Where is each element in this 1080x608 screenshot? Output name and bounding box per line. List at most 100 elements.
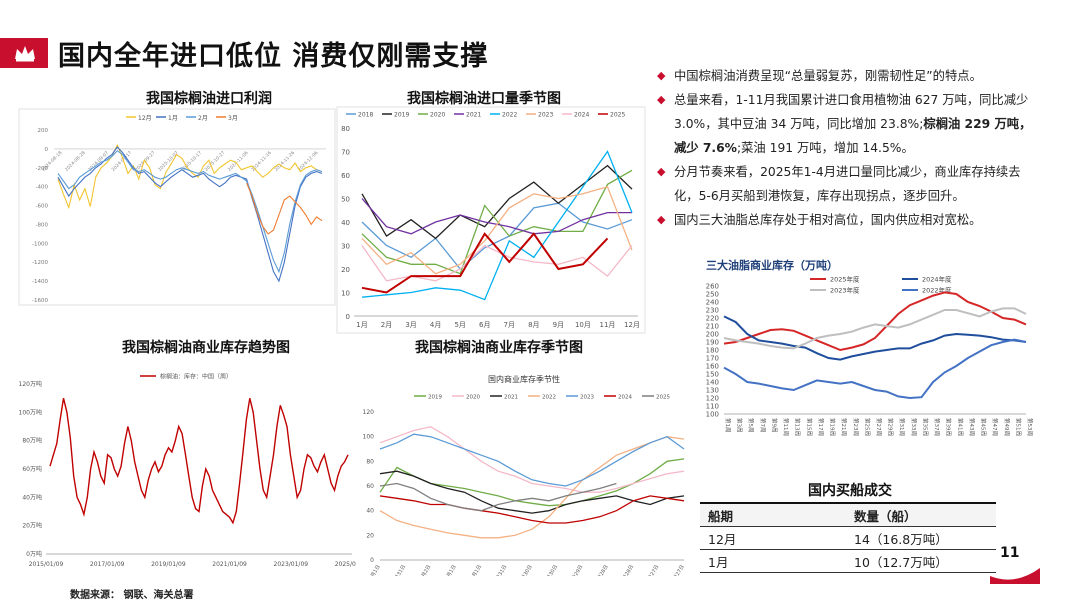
y-tick-label: 260 [706, 283, 719, 291]
x-tick-label: 5月 [454, 321, 465, 329]
y-tick-label: 240 [706, 299, 719, 307]
legend-label: 2025 [610, 112, 625, 119]
x-tick-label: 11月 [599, 321, 615, 329]
x-tick-label: 9月28日 [595, 564, 610, 576]
legend-label: 2019 [394, 112, 409, 119]
diamond-icon: ◆ [657, 213, 666, 226]
x-tick-label: 第15周 [805, 418, 813, 436]
inventory-trend-chart: 棕榈油：库存：中国（周） 0万吨 20万吨 40万吨 60万吨 80万吨 100万吨 120… [19, 373, 356, 569]
x-tick-label: 第39周 [945, 418, 953, 436]
y-tick-label: 140 [706, 379, 719, 387]
x-tick-label: 第3周 [736, 418, 744, 433]
brand-logo [0, 38, 48, 68]
x-tick-label: 1月31日 [392, 564, 407, 576]
x-tick-label: 1月 [356, 321, 367, 329]
x-tick-label: 12月 [624, 321, 640, 329]
bullet-item: ◆ 总量来看，1-11月我国累计进口食用植物油 627 万吨，同比减少 3.0%，… [655, 88, 1035, 160]
bullet-item: ◆ 分月节奏来看，2025年1-4月进口量同比减少，商业库存持续去化，5-6月买船… [655, 160, 1035, 208]
y-tick-label: -600 [36, 204, 49, 210]
y-tick-label: 120 [706, 395, 719, 403]
table-cell: 1月 [700, 549, 846, 573]
y-tick-label: -800 [36, 222, 49, 228]
table-row: 1月 10（12.7万吨） [700, 549, 996, 573]
x-tick-label: 第49周 [1003, 418, 1011, 436]
x-tick-label: 10月28日 [619, 564, 636, 576]
y-tick-label: 20 [366, 532, 374, 539]
y-tick-label: 170 [706, 355, 719, 363]
chart-title-import-profit: 我国棕榈油进口利润 [146, 91, 272, 107]
x-tick-label: 第41周 [956, 418, 964, 436]
x-tick-label: 第53周 [1026, 418, 1034, 436]
page-title: 国内全年进口低位 消费仅刚需支撑 [58, 41, 489, 72]
volume-series-line [361, 169, 633, 275]
legend-label: 2020 [466, 395, 480, 401]
inventory-season-line [379, 482, 617, 512]
x-tick-label: 9月 [553, 321, 564, 329]
x-tick-label: 8月29日 [569, 564, 584, 576]
y-tick-label: 200 [38, 128, 49, 134]
x-tick-label: 第21周 [840, 418, 848, 436]
y-tick-label: 60 [366, 483, 374, 490]
x-tick-label: 第27周 [875, 418, 883, 436]
ship-table: 船期 数量（船） 12月 14（16.8万吨） 1月 10（12.7万吨） [700, 502, 996, 573]
profit-series-line [57, 146, 323, 283]
x-tick-label: 5月31日 [493, 564, 508, 576]
legend-label: 2025年度 [830, 275, 860, 284]
y-tick-label: 80 [341, 125, 350, 133]
x-tick-label: 第45周 [980, 418, 988, 436]
x-tick-label: 4月 [430, 321, 441, 329]
legend-label: 1月 [168, 115, 178, 122]
x-tick-label: 第1周 [724, 418, 732, 433]
y-tick-label: -1600 [32, 298, 48, 304]
x-tick-label: 第13周 [794, 418, 802, 436]
legend-label: 2018 [358, 112, 373, 119]
diamond-icon: ◆ [657, 93, 666, 106]
x-tick-label: 6月 [479, 321, 490, 329]
table-cell: 10（12.7万吨） [846, 549, 996, 573]
x-tick-label: 第33周 [910, 418, 918, 436]
y-tick-label: 20万吨 [22, 522, 42, 530]
x-tick-label: 第35周 [921, 418, 929, 436]
volume-series-line [361, 186, 633, 275]
x-tick-label: 2019/01/09 [151, 561, 186, 568]
x-tick-label: 3月 [405, 321, 416, 329]
y-tick-label: -1200 [32, 260, 48, 266]
data-source: 数据来源： 钢联、海关总署 [70, 590, 194, 601]
inventory-season-line [379, 433, 685, 487]
x-tick-label: 第43周 [968, 418, 976, 436]
x-tick-label: 8月 [528, 321, 539, 329]
x-tick-label: 2月 [381, 321, 392, 329]
y-tick-label: 250 [706, 291, 719, 299]
legend-label: 2022 [502, 112, 517, 119]
inventory-season-line [379, 495, 685, 524]
y-tick-label: 50 [341, 196, 350, 204]
legend-label: 2024年度 [922, 275, 952, 284]
x-tick-label: 2025/01/09 [335, 561, 356, 568]
y-tick-label: 10 [341, 290, 350, 298]
y-tick-label: 70 [341, 149, 350, 157]
x-tick-label: 5月1日 [470, 564, 483, 576]
x-tick-label: 第29周 [887, 418, 895, 436]
x-tick-label: 7月30日 [544, 564, 559, 576]
volume-series-line [361, 232, 609, 294]
import-profit-chart: 12月 1月 2月 3月 200 0 -200 -400 -600 -800 -1000 -1200… [18, 108, 336, 306]
chart-title-inventory-trend: 我国棕榈油商业库存趋势图 [122, 340, 290, 356]
chart-title-inventory-season: 我国棕榈油商业库存季节图 [415, 340, 583, 356]
y-tick-label: 120万吨 [19, 380, 42, 388]
y-tick-label: 20 [341, 266, 350, 274]
three-oils-series-line [723, 338, 1027, 400]
x-tick-label: 第51周 [1014, 418, 1022, 436]
table-row: 12月 14（16.8万吨） [700, 526, 996, 550]
y-tick-label: 150 [706, 371, 719, 379]
y-tick-label: -200 [36, 166, 49, 172]
inventory-season-line [379, 470, 685, 514]
x-tick-label: 1月1日 [368, 564, 381, 576]
y-tick-label: 0 [346, 313, 350, 321]
profit-series-line [57, 150, 323, 274]
legend-label: 2019 [428, 395, 442, 401]
legend-label: 2023 [538, 112, 553, 119]
y-tick-label: 100 [363, 434, 375, 441]
chart-title-import-volume: 我国棕榈油进口量季节图 [407, 91, 561, 107]
three-oils-series-line [723, 291, 1027, 352]
x-tick-label: 2015/01/09 [29, 561, 64, 568]
